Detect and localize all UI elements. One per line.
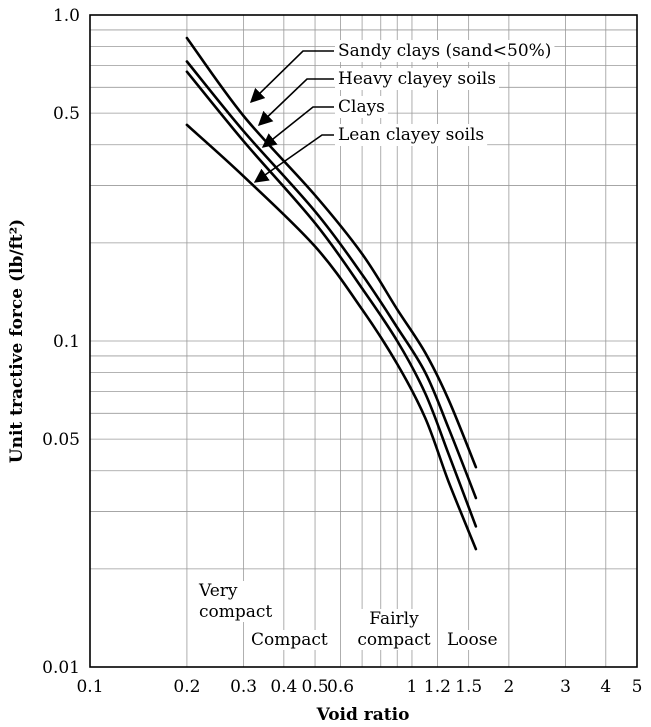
- x-tick-label: 0.6: [327, 677, 354, 697]
- consistency-label-line: Very: [198, 581, 238, 601]
- consistency-label-line: Fairly: [369, 609, 419, 629]
- y-axis-title: Unit tractive force (lb/ft²): [7, 219, 27, 463]
- consistency-label-bg: [444, 630, 501, 650]
- legend-arrows: Sandy clays (sand<50%) Heavy clayey soils…: [249, 40, 555, 183]
- consistency-label-line: Loose: [447, 630, 498, 650]
- grid: [90, 15, 637, 667]
- x-axis-title: Void ratio: [316, 705, 410, 725]
- series-label-bg: [335, 96, 388, 118]
- plot-frame: [89, 14, 638, 668]
- x-tick-label: 5: [632, 677, 643, 697]
- x-tick-labels: 0.1 0.2 0.3 0.4 0.50.6 1 1.2 1.5 2 3 4 5: [76, 677, 642, 697]
- series-line: [185, 70, 478, 528]
- x-tick-label: 0.5: [302, 677, 329, 697]
- y-tick-label: 0.1: [53, 332, 80, 352]
- x-tick-label: 0.3: [230, 677, 257, 697]
- leader-arrow: [249, 50, 334, 104]
- consistency-label-bg: [354, 609, 434, 650]
- y-tick-label: 1.0: [53, 6, 80, 26]
- leader-arrow: [261, 106, 334, 148]
- x-tick-label: 3: [560, 677, 571, 697]
- consistency-label: Compact: [248, 630, 331, 650]
- consistency-label-bg: [248, 630, 331, 650]
- series-line: [185, 36, 478, 469]
- series-line: [185, 123, 478, 551]
- x-tick-label: 1.2: [424, 677, 451, 697]
- consistency-label-line: compact: [199, 602, 272, 622]
- y-tick-label: 0.01: [42, 658, 80, 678]
- series-label: Clays: [338, 97, 385, 117]
- series-label-bg: [335, 68, 499, 90]
- x-tick-label: 4: [600, 677, 611, 697]
- consistency-label-bg: [195, 581, 276, 622]
- series-label-bg: [335, 40, 555, 62]
- consistency-label-line: Compact: [251, 630, 328, 650]
- x-tick-label: 0.1: [76, 677, 103, 697]
- x-tick-label: 0.4: [270, 677, 297, 697]
- series-line: [185, 60, 478, 500]
- series-label-bg: [335, 124, 488, 146]
- y-tick-label: 0.05: [42, 430, 80, 450]
- series-label: Heavy clayey soils: [338, 69, 496, 89]
- series-label: Sandy clays (sand<50%): [338, 41, 551, 61]
- x-tick-label: 1: [407, 677, 418, 697]
- x-tick-label: 0.2: [173, 677, 200, 697]
- x-tick-label: 2: [503, 677, 514, 697]
- consistency-label-line: compact: [357, 630, 430, 650]
- leader-arrow: [257, 78, 334, 126]
- leader-arrow: [253, 134, 334, 183]
- y-tick-label: 0.5: [53, 104, 80, 124]
- y-tick-labels: 0.01 0.05 0.1 0.5 1.0: [42, 6, 80, 678]
- series-label: Lean clayey soils: [338, 125, 484, 145]
- curves: [185, 36, 478, 551]
- x-tick-label: 1.5: [455, 677, 482, 697]
- consistency-label: Loose: [444, 630, 501, 650]
